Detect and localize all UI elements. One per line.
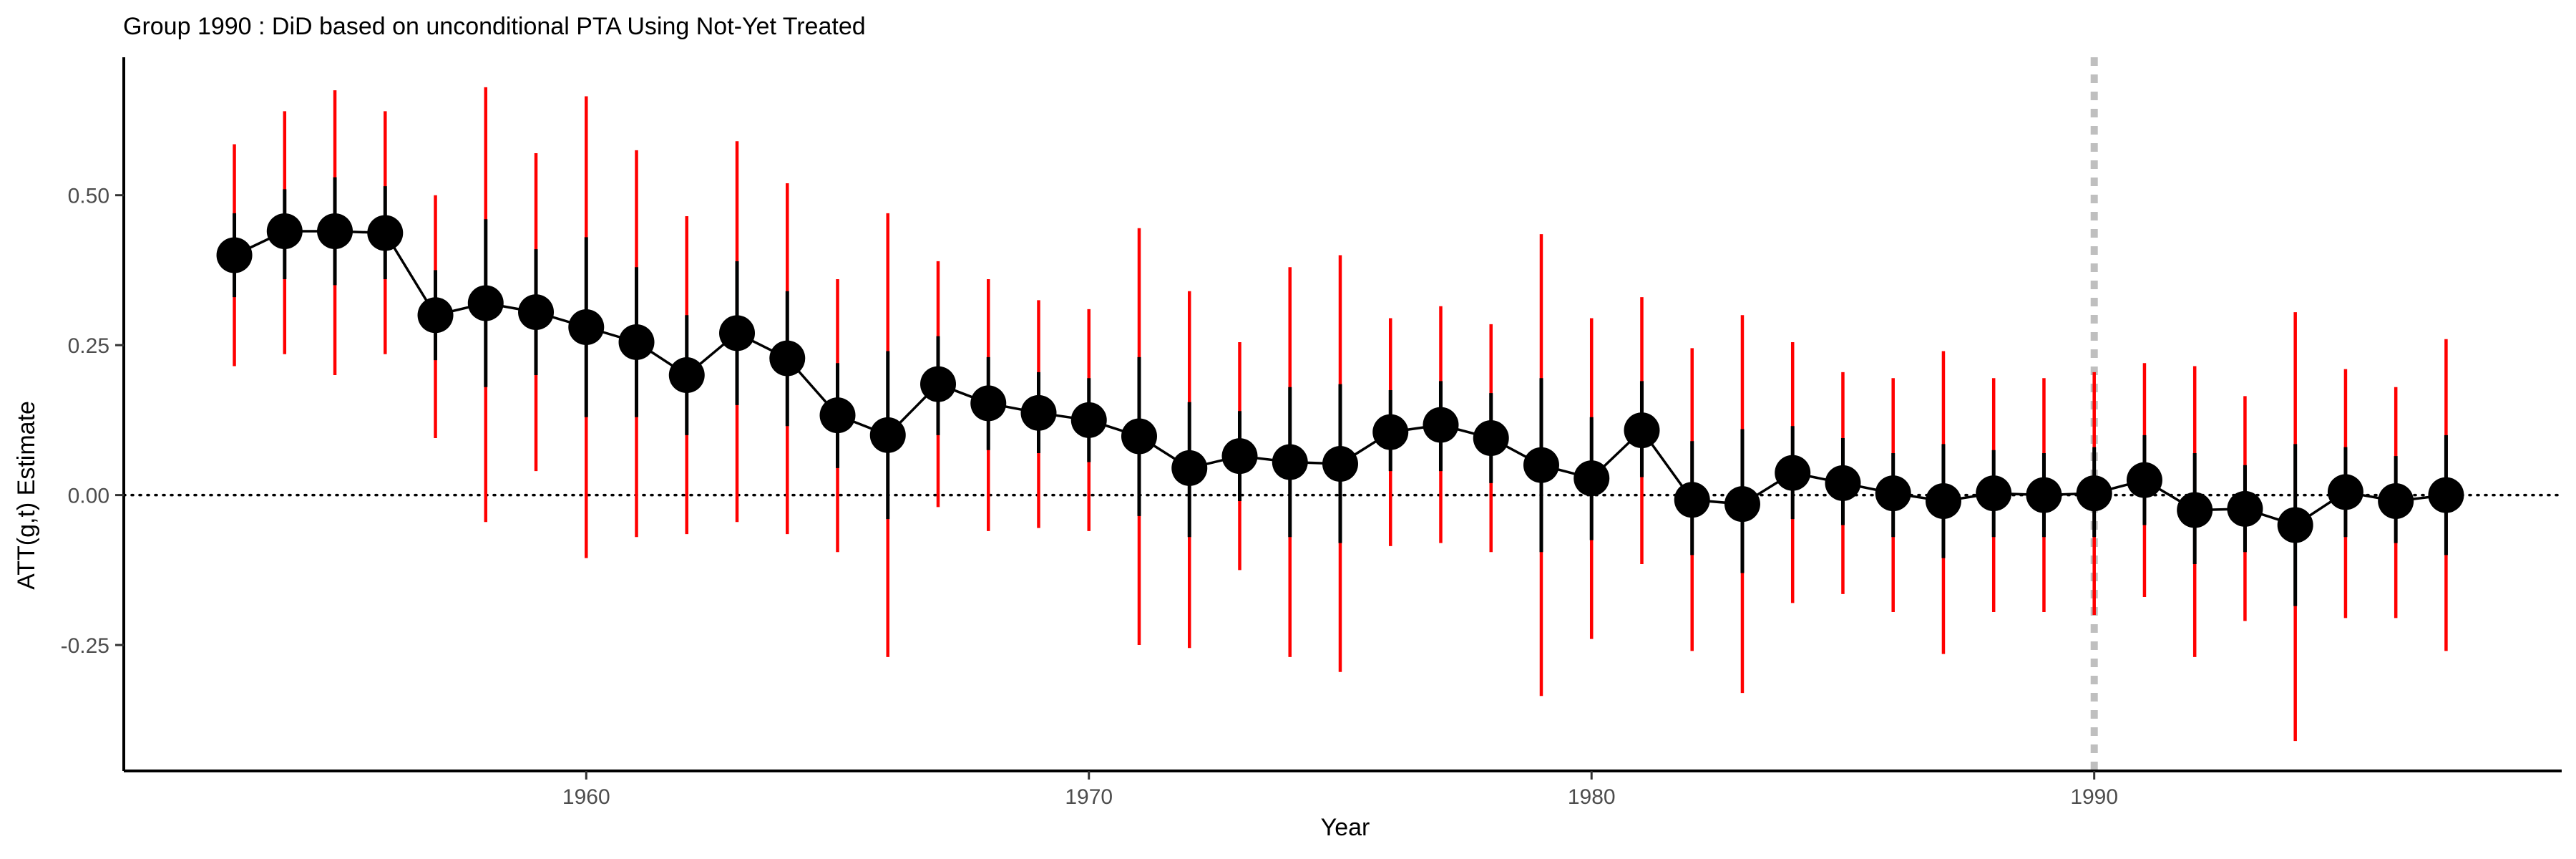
estimate-point bbox=[719, 315, 756, 351]
y-tick-label: -0.25 bbox=[61, 634, 109, 658]
estimate-point bbox=[1624, 412, 1660, 449]
estimate-point bbox=[317, 213, 353, 249]
x-tick-label: 1990 bbox=[2070, 785, 2118, 809]
estimate-point bbox=[2227, 490, 2263, 527]
estimate-point bbox=[1070, 402, 1107, 438]
estimate-point bbox=[568, 309, 605, 346]
estimate-point bbox=[2378, 482, 2414, 519]
y-tick-label: 0.50 bbox=[68, 185, 109, 208]
estimate-point bbox=[869, 417, 906, 453]
estimate-point bbox=[1171, 450, 1208, 486]
estimate-point bbox=[819, 397, 856, 434]
estimate-point bbox=[1976, 475, 2012, 512]
estimate-point bbox=[769, 340, 806, 377]
estimate-point bbox=[1272, 444, 1308, 480]
chart-title: Group 1990 : DiD based on unconditional … bbox=[123, 13, 866, 40]
estimate-point bbox=[2327, 474, 2363, 510]
estimate-point bbox=[1825, 465, 1861, 501]
estimate-point bbox=[1724, 486, 1760, 523]
estimate-point bbox=[618, 324, 655, 360]
estimate-point bbox=[216, 237, 253, 273]
estimate-point bbox=[2076, 475, 2112, 512]
estimate-point bbox=[1423, 407, 1459, 443]
estimate-point bbox=[1372, 414, 1409, 450]
estimate-point bbox=[518, 294, 555, 331]
estimate-point bbox=[668, 357, 705, 394]
x-axis-label: Year bbox=[1321, 814, 1370, 841]
y-tick-label: 0.00 bbox=[68, 485, 109, 508]
estimate-point bbox=[1875, 475, 1911, 512]
estimate-point bbox=[467, 285, 504, 321]
estimate-point bbox=[2026, 477, 2062, 513]
estimate-point bbox=[920, 366, 957, 402]
x-tick-label: 1970 bbox=[1065, 785, 1113, 809]
estimate-point bbox=[2428, 477, 2464, 513]
estimate-point bbox=[2126, 462, 2162, 498]
estimate-point bbox=[1574, 460, 1610, 497]
estimate-point bbox=[1674, 482, 1710, 518]
estimate-point bbox=[1221, 438, 1258, 475]
estimate-point bbox=[1020, 394, 1057, 431]
estimate-point bbox=[1322, 446, 1358, 482]
estimate-point bbox=[1523, 447, 1559, 483]
y-tick-label: 0.25 bbox=[68, 334, 109, 358]
estimate-point bbox=[1121, 418, 1157, 455]
estimate-point bbox=[2177, 492, 2213, 528]
x-tick-label: 1980 bbox=[1568, 785, 1616, 809]
estimate-point bbox=[367, 215, 404, 251]
x-tick-label: 1960 bbox=[562, 785, 610, 809]
estimate-point bbox=[2277, 507, 2313, 543]
estimate-point bbox=[970, 385, 1007, 422]
estimate-point bbox=[1925, 482, 1961, 519]
estimate-point bbox=[1473, 420, 1509, 457]
estimate-point bbox=[1775, 455, 1811, 491]
estimate-point bbox=[417, 297, 454, 334]
plot-area: -0.25 0.00 0.25 0.50 1960 1970 1980 1990 bbox=[61, 57, 2563, 809]
estimate-point bbox=[266, 213, 303, 249]
y-axis-label: ATT(g,t) Estimate bbox=[13, 401, 40, 590]
